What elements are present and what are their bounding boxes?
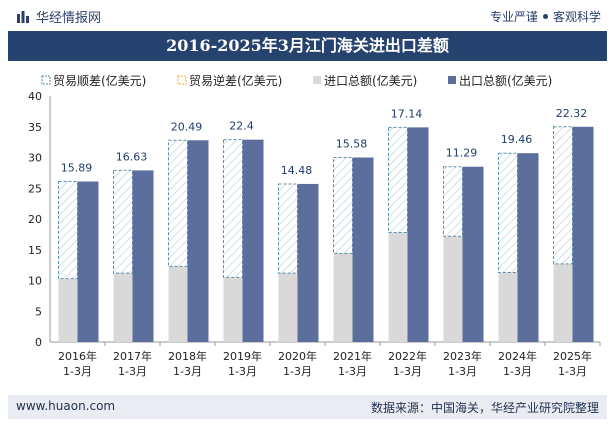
bar-import xyxy=(223,277,243,342)
data-label-surplus: 11.29 xyxy=(446,147,478,160)
footer-source: 数据来源：中国海关，华经产业研究院整理 xyxy=(370,401,599,415)
x-tick-label: 2017年 xyxy=(113,349,152,363)
legend-label-deficit: 贸易逆差(亿美元) xyxy=(189,73,282,88)
y-tick-label: 20 xyxy=(28,213,42,226)
slogan-right: 客观科学 xyxy=(552,10,601,24)
x-tick-label: 1-3月 xyxy=(558,365,587,378)
bar-surplus xyxy=(553,126,573,265)
x-tick-label: 2022年 xyxy=(388,349,427,363)
x-tick-label: 1-3月 xyxy=(283,365,312,378)
bar-export xyxy=(132,170,154,342)
footer: www.huaon.com 数据来源：中国海关，华经产业研究院整理 xyxy=(8,395,607,419)
data-label-surplus: 15.58 xyxy=(336,138,368,151)
x-tick-label: 2020年 xyxy=(278,349,317,363)
bar-chart: 贸易顺差(亿美元) 贸易逆差(亿美元) 进口总额(亿美元) 出口总额(亿美元) … xyxy=(28,73,601,378)
data-label-surplus: 19.46 xyxy=(501,133,533,146)
y-tick-label: 35 xyxy=(28,121,42,134)
x-tick-label: 1-3月 xyxy=(503,365,532,378)
logo-icon xyxy=(17,10,29,23)
y-tick-label: 10 xyxy=(28,275,42,288)
x-tick-label: 2025年 xyxy=(553,349,592,363)
legend: 贸易顺差(亿美元) 贸易逆差(亿美元) 进口总额(亿美元) 出口总额(亿美元) xyxy=(41,73,552,88)
x-tick-label: 2018年 xyxy=(168,349,207,363)
slogan-left: 专业严谨 xyxy=(489,10,538,24)
bar-export xyxy=(77,181,99,342)
bar-import xyxy=(388,232,408,342)
chart-title: 2016-2025年3月江门海关进出口差额 xyxy=(8,31,607,61)
top-bar: 华经情报网 专业严谨 客观科学 xyxy=(0,0,615,30)
bar-surplus xyxy=(168,139,188,267)
bar-surplus xyxy=(498,152,518,274)
data-label-surplus: 15.89 xyxy=(61,161,93,174)
brand: 华经情报网 xyxy=(16,7,101,26)
bar-import xyxy=(333,253,353,342)
bar-export xyxy=(187,140,209,342)
bar-export xyxy=(297,183,319,342)
y-tick-label: 15 xyxy=(28,244,42,257)
legend-swatch-surplus xyxy=(41,75,51,85)
brand-name: 华经情报网 xyxy=(36,11,102,26)
data-label-surplus: 22.32 xyxy=(556,107,588,120)
bar-surplus xyxy=(388,126,408,234)
bar-surplus xyxy=(113,169,133,274)
bar-export xyxy=(242,139,264,342)
legend-label-export: 出口总额(亿美元) xyxy=(459,73,552,88)
data-label-surplus: 16.63 xyxy=(116,150,148,163)
legend-label-import: 进口总额(亿美元) xyxy=(324,73,417,88)
bar-import xyxy=(113,273,133,342)
footer-site: www.huaon.com xyxy=(16,399,116,413)
bar-surplus xyxy=(443,166,463,237)
bar-import xyxy=(443,236,463,342)
y-tick-label: 25 xyxy=(28,182,42,195)
data-labels: 15.89 16.63 20.49 22.4 14.48 15.58 17.14 11.29 1… xyxy=(61,107,588,177)
data-label-surplus: 22.4 xyxy=(229,120,254,133)
x-tick-label: 1-3月 xyxy=(173,365,202,378)
x-tick-label: 2016年 xyxy=(58,349,97,363)
slogan: 专业严谨 客观科学 xyxy=(490,8,601,25)
x-tick-label: 1-3月 xyxy=(63,365,92,378)
bar-export xyxy=(407,127,429,343)
data-label-surplus: 17.14 xyxy=(391,107,423,120)
data-label-surplus: 14.48 xyxy=(281,164,313,177)
bar-surplus xyxy=(58,180,78,280)
bar-export xyxy=(572,126,594,342)
bar-export xyxy=(462,166,484,342)
bar-surplus xyxy=(333,157,353,254)
bar-import xyxy=(553,263,573,342)
x-tick-label: 1-3月 xyxy=(393,365,422,378)
bars xyxy=(58,126,594,343)
legend-swatch-deficit xyxy=(177,75,187,85)
dot-separator xyxy=(542,14,548,19)
y-tick-label: 0 xyxy=(35,336,42,349)
x-tick-label: 1-3月 xyxy=(228,365,257,378)
x-tick-label: 2019年 xyxy=(223,349,262,363)
x-tick-label: 1-3月 xyxy=(338,365,367,378)
bar-surplus xyxy=(223,139,243,278)
x-tick-label: 2021年 xyxy=(333,349,372,363)
y-tick-label: 5 xyxy=(35,305,42,318)
legend-label-surplus: 贸易顺差(亿美元) xyxy=(53,73,146,88)
data-label-surplus: 20.49 xyxy=(171,120,203,133)
bar-surplus xyxy=(278,183,298,274)
bar-export xyxy=(517,153,539,342)
x-tick-label: 2023年 xyxy=(443,349,482,363)
x-tick-label: 1-3月 xyxy=(448,365,477,378)
y-tick-label: 30 xyxy=(28,152,42,165)
x-tick-label: 2024年 xyxy=(498,349,537,363)
bar-export xyxy=(352,157,374,342)
bar-import xyxy=(498,272,518,342)
bar-import xyxy=(278,273,298,342)
legend-swatch-import xyxy=(313,76,321,84)
bar-import xyxy=(58,278,78,342)
x-tick-label: 1-3月 xyxy=(118,365,147,378)
legend-swatch-export xyxy=(448,76,456,84)
bar-import xyxy=(168,266,188,342)
y-tick-label: 40 xyxy=(28,90,42,103)
